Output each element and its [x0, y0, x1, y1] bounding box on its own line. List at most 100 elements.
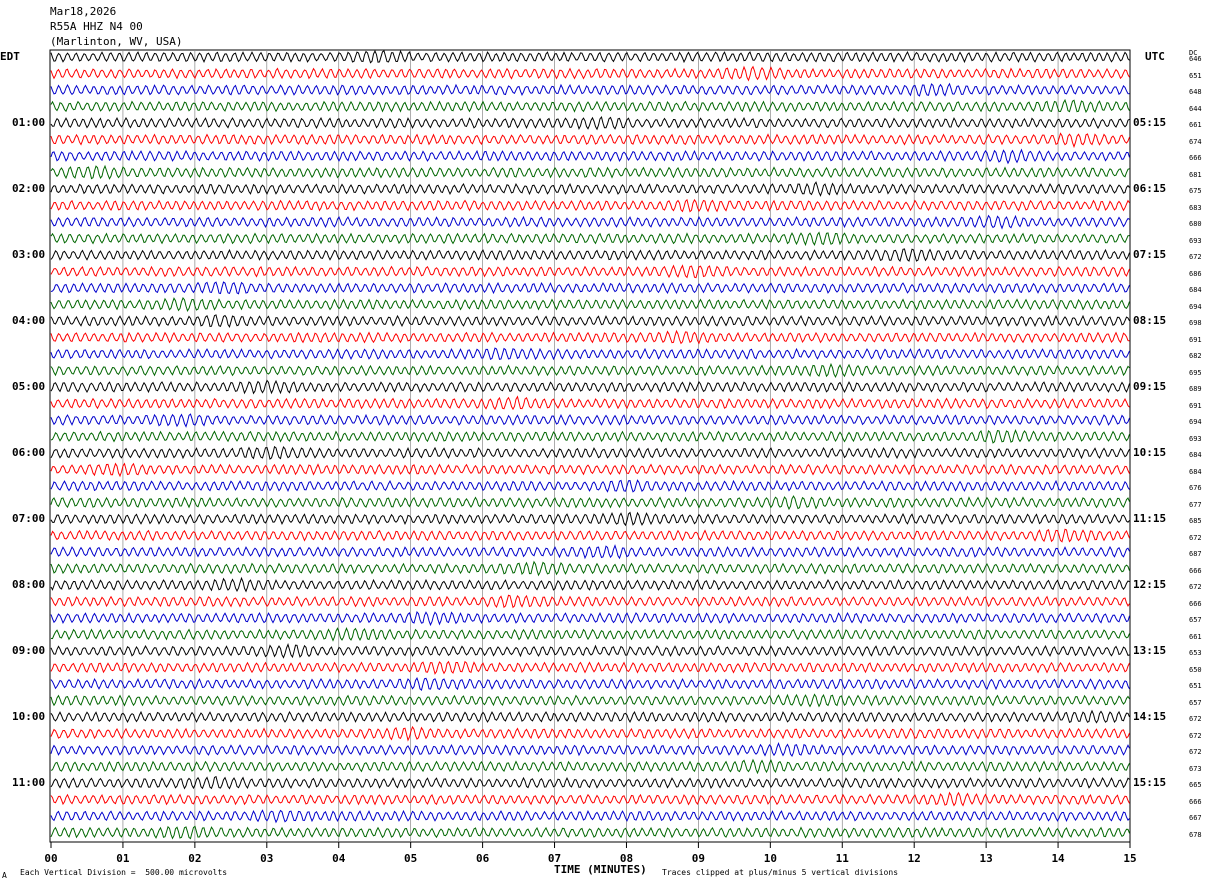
dc-value: 672 [1189, 253, 1202, 261]
dc-axis-title: DC [1189, 49, 1198, 57]
dc-value: 650 [1189, 665, 1202, 674]
corner-mark: A [2, 871, 7, 880]
seismic-trace [50, 148, 1130, 165]
x-tick-label: 09 [691, 852, 706, 865]
edt-hour-label: 01:00 [12, 116, 46, 129]
seismic-trace [50, 314, 1130, 328]
seismic-trace [50, 181, 1130, 197]
dc-value: 695 [1189, 368, 1202, 377]
dc-value: 691 [1189, 401, 1202, 410]
plot-frame [49, 49, 1131, 843]
seismic-trace [50, 98, 1130, 113]
seismic-trace [50, 264, 1130, 279]
dc-value: 686 [1189, 269, 1202, 278]
dc-value: 682 [1189, 352, 1202, 360]
seismic-trace [50, 116, 1130, 131]
seismic-trace [50, 544, 1130, 560]
x-tick-label: 15 [1123, 852, 1137, 865]
dc-value: 689 [1189, 385, 1202, 393]
edt-hour-label: 02:00 [12, 182, 46, 195]
dc-value: 657 [1189, 616, 1202, 624]
edt-hour-label: 08:00 [12, 578, 46, 591]
x-tick-label: 11 [835, 852, 849, 865]
dc-value: 667 [1189, 814, 1202, 822]
x-tick-label: 10 [763, 852, 777, 865]
seismic-trace [50, 445, 1130, 460]
seismic-trace [50, 281, 1130, 295]
edt-hour-label: 04:00 [12, 314, 46, 327]
seismic-trace [50, 576, 1130, 593]
seismic-trace [50, 198, 1130, 213]
x-tick-label: 03 [260, 852, 274, 865]
utc-hour-label: 07:15 [1133, 248, 1167, 261]
dc-value: 681 [1189, 170, 1202, 179]
header-location: (Marlinton, WV, USA) [50, 35, 183, 48]
seismic-trace [50, 791, 1130, 807]
edt-hour-label: 07:00 [12, 512, 46, 525]
seismic-trace [50, 65, 1130, 82]
edt-hour-label: 05:00 [12, 380, 46, 393]
seismic-trace [50, 462, 1130, 478]
seismic-trace [50, 643, 1130, 659]
seismic-trace [50, 413, 1130, 428]
seismic-trace [50, 610, 1130, 627]
dc-value: 672 [1189, 583, 1202, 591]
dc-value: 672 [1189, 715, 1202, 723]
x-axis-title: TIME (MINUTES) [554, 863, 647, 876]
dc-value: 684 [1189, 286, 1202, 294]
utc-hour-label: 12:15 [1133, 578, 1167, 591]
dc-value: 665 [1189, 781, 1202, 789]
x-tick-label: 08 [619, 852, 634, 865]
utc-hour-label: 11:15 [1133, 512, 1167, 525]
dc-value: 677 [1189, 500, 1202, 509]
seismic-trace [50, 429, 1130, 444]
seismic-trace [50, 775, 1130, 790]
dc-value: 651 [1189, 682, 1202, 690]
utc-axis-title: UTC [1145, 50, 1165, 63]
seismic-trace [50, 758, 1130, 775]
edt-hour-label: 03:00 [12, 248, 46, 261]
seismic-trace [50, 741, 1130, 757]
vertical-division-note: Each Vertical Division = 500.00 microvol… [20, 868, 228, 877]
seismic-trace [50, 495, 1130, 511]
dc-value: 672 [1189, 748, 1202, 756]
seismic-trace [50, 379, 1130, 395]
dc-value: 651 [1189, 71, 1202, 80]
dc-value: 693 [1189, 434, 1202, 443]
seismic-trace [50, 709, 1130, 724]
edt-hour-label: 11:00 [12, 776, 46, 789]
x-tick-label: 13 [979, 852, 993, 865]
utc-hour-label: 08:15 [1133, 314, 1167, 327]
dc-value: 691 [1189, 335, 1202, 344]
x-tick-label: 07 [547, 852, 562, 865]
seismic-trace [50, 248, 1130, 263]
dc-value: 694 [1189, 418, 1202, 426]
header-date: Mar18,2026 [50, 5, 117, 18]
edt-axis-title: EDT [0, 50, 20, 63]
dc-value: 675 [1189, 187, 1202, 195]
seismic-trace [50, 49, 1130, 64]
dc-value: 674 [1189, 137, 1202, 146]
seismic-trace [50, 528, 1130, 543]
dc-value: 666 [1189, 599, 1202, 608]
dc-value: 685 [1189, 517, 1202, 525]
utc-hour-label: 06:15 [1133, 182, 1167, 195]
edt-hour-label: 09:00 [12, 644, 46, 657]
dc-value: 684 [1189, 467, 1202, 476]
dc-value: 684 [1189, 451, 1202, 459]
dc-value: 666 [1189, 566, 1202, 575]
seismic-trace [50, 560, 1130, 577]
dc-value: 653 [1189, 649, 1202, 657]
utc-hour-label: 13:15 [1133, 644, 1167, 657]
utc-hour-label: 14:15 [1133, 710, 1167, 723]
seismic-trace [50, 594, 1130, 609]
dc-value: 673 [1189, 764, 1202, 773]
x-tick-label: 02 [188, 852, 202, 865]
dc-value: 661 [1189, 632, 1202, 641]
seismic-trace [50, 231, 1130, 247]
x-tick-label: 14 [1051, 852, 1065, 865]
seismic-trace [50, 479, 1130, 493]
seismic-trace [50, 676, 1130, 692]
dc-value: 698 [1189, 319, 1202, 327]
